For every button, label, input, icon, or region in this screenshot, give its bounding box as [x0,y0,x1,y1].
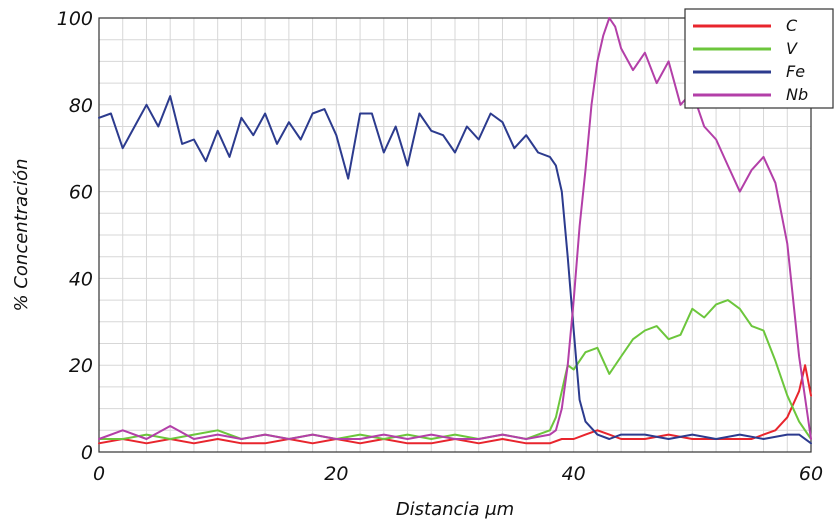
legend-label-c: C [786,16,798,35]
series-line-nb [98,17,812,440]
series-line-c [98,364,812,445]
y-tick-label: 0 [81,442,93,464]
x-tick-label: 0 [93,463,105,485]
legend-box [684,8,834,109]
y-tick-label: 100 [57,8,93,30]
y-tick-label: 60 [69,182,93,204]
x-axis-label: Distancia μm [396,499,514,520]
legend-label-nb: Nb [786,85,808,104]
y-tick-label: 20 [69,355,93,377]
grid [98,17,812,453]
y-tick-label: 40 [69,268,93,290]
y-axis-label: % Concentración [11,159,32,312]
plot-frame [98,17,812,453]
tick-labels: 0 20 40 60 0 20 40 60 80 100 [57,8,823,485]
series-line-fe [98,95,812,445]
x-tick-label: 60 [799,463,823,485]
legend: CV Fe Nb [684,8,834,109]
legend-label-v: V [786,39,798,58]
legend-label-fe: Fe [786,62,805,81]
x-tick-label: 20 [324,463,348,485]
y-tick-label: 80 [69,95,93,117]
series-lines [98,17,812,445]
x-tick-label: 40 [562,463,586,485]
